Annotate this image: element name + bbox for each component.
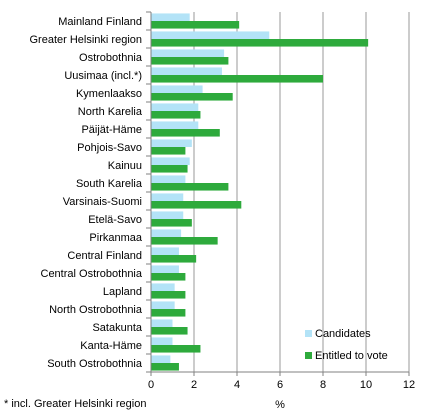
bar-candidates [151,85,203,93]
category-label: North Karelia [78,106,143,118]
bar-candidates [151,247,179,255]
grid-lines [193,12,410,372]
category-labels: Mainland Finland Greater Helsinki region O… [30,16,143,370]
bar-entitled-to-vote [151,255,197,263]
bar-entitled-to-vote [151,291,186,299]
x-tick-label: 4 [234,379,240,391]
bar-entitled-to-vote [151,363,179,371]
x-tick-labels: 0 2 4 6 8 10 12 [148,379,415,391]
category-label: Pohjois-Savo [77,142,142,154]
bar-candidates [151,157,190,165]
bar-entitled-to-vote [151,201,242,209]
bar-entitled-to-vote [151,165,188,173]
bar-entitled-to-vote [151,129,220,137]
bar-candidates [151,337,173,345]
bar-candidates [151,175,186,183]
bar-entitled-to-vote [151,273,186,281]
bar-entitled-to-vote [151,21,240,29]
legend-label: Candidates [315,328,371,340]
x-axis-label: % [275,399,285,411]
bar-candidates [151,13,190,21]
legend-swatch-entitled-to-vote [305,352,312,359]
category-label: Kanta-Häme [80,340,142,352]
bar-entitled-to-vote [151,75,323,83]
bar-entitled-to-vote [151,147,186,155]
category-label: North Ostrobothnia [49,304,143,316]
x-tick-label: 0 [148,379,154,391]
bar-candidates [151,355,171,363]
bar-candidates [151,283,175,291]
bar-candidates [151,211,184,219]
x-tick-label: 8 [320,379,326,391]
x-tick-label: 12 [403,379,415,391]
footnote: * incl. Greater Helsinki region [4,398,147,410]
bar-entitled-to-vote [151,57,229,65]
category-label: Greater Helsinki region [30,34,143,46]
bar-candidates [151,139,192,147]
bar-entitled-to-vote [151,309,186,317]
category-label: South Ostrobothnia [47,358,143,370]
category-label: Central Ostrobothnia [41,268,143,280]
category-label: South Karelia [76,178,143,190]
category-label: Etelä-Savo [88,214,142,226]
bar-entitled-to-vote [151,219,192,227]
x-tick-label: 2 [191,379,197,391]
category-label: Mainland Finland [58,16,142,28]
bar-entitled-to-vote [151,111,201,119]
bar-candidates [151,103,199,111]
category-label: Ostrobothnia [79,52,143,64]
category-label: Pirkanmaa [89,232,142,244]
category-label: Satakunta [92,322,142,334]
x-tick-label: 6 [277,379,283,391]
category-label: Kainuu [108,160,142,172]
bar-candidates [151,49,225,57]
bar-candidates [151,229,182,237]
legend-label: Entitled to vote [315,350,388,362]
category-label: Varsinais-Suomi [63,196,142,208]
bar-candidates [151,265,179,273]
legend-swatch-candidates [305,330,312,337]
bar-candidates [151,319,173,327]
bar-entitled-to-vote [151,183,229,191]
bar-candidates [151,31,270,39]
category-label: Uusimaa (incl.*) [64,70,142,82]
bar-entitled-to-vote [151,327,188,335]
category-label: Päijät-Häme [81,124,142,136]
bar-candidates [151,67,222,75]
bar-entitled-to-vote [151,93,233,101]
bars [151,13,369,371]
bar-candidates [151,193,184,201]
bar-entitled-to-vote [151,237,218,245]
legend: Candidates Entitled to vote [305,328,388,362]
bar-entitled-to-vote [151,345,201,353]
bar-candidates [151,121,199,129]
axes [146,11,410,376]
category-label: Kymenlaakso [76,88,142,100]
category-label: Central Finland [67,250,142,262]
category-label: Lapland [103,286,142,298]
bar-candidates [151,301,175,309]
x-tick-label: 10 [360,379,372,391]
bar-entitled-to-vote [151,39,369,47]
